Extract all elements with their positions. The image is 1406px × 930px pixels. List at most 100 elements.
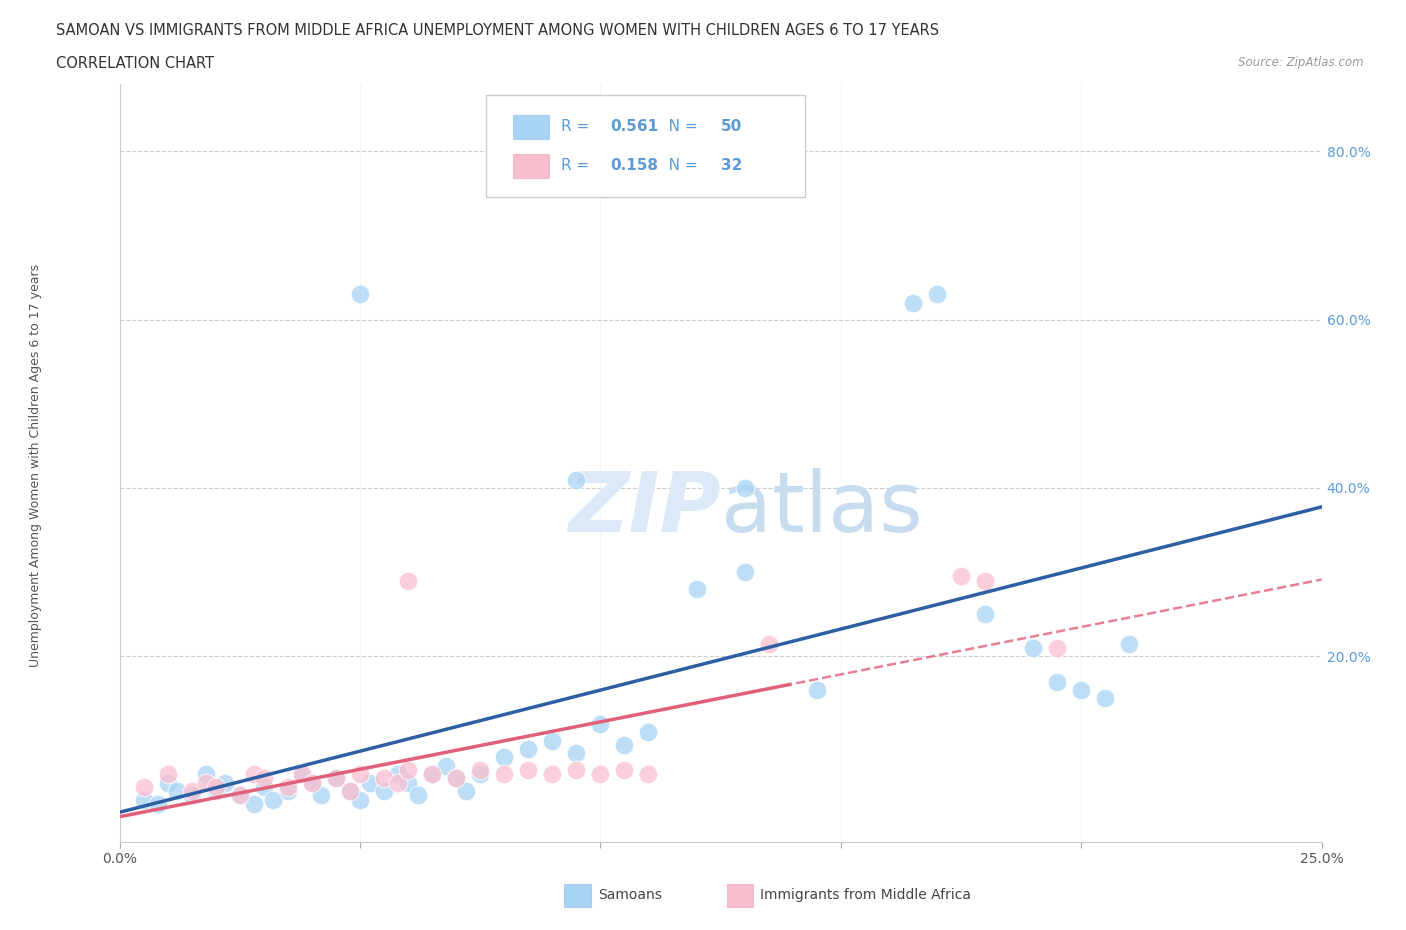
Point [565,746,588,761]
Point [243,796,266,811]
Point [454,784,477,799]
Point [517,763,540,777]
Point [180,784,202,799]
Point [637,724,659,739]
Point [1046,641,1069,656]
Point [359,776,381,790]
FancyBboxPatch shape [486,95,804,197]
Text: CORRELATION CHART: CORRELATION CHART [56,56,214,71]
Point [901,295,924,310]
Point [468,763,492,777]
Text: Unemployment Among Women with Children Ages 6 to 17 years: Unemployment Among Women with Children A… [28,263,42,667]
Point [685,581,707,596]
Point [1094,691,1116,706]
Point [1046,674,1069,689]
Point [444,771,467,786]
Point [387,767,409,782]
Point [253,779,276,794]
Point [325,771,347,786]
Point [253,771,276,786]
Point [132,779,155,794]
Text: 50: 50 [720,119,742,135]
Point [277,779,299,794]
Bar [513,114,548,139]
Point [325,771,347,786]
Point [494,750,516,764]
Point [541,767,564,782]
Bar [564,884,591,907]
Point [228,788,252,803]
Point [204,779,226,794]
Point [517,741,540,756]
Point [613,737,636,752]
Point [565,763,588,777]
Point [228,788,252,803]
Point [195,767,218,782]
Point [1070,683,1092,698]
Point [637,767,659,782]
Point [277,784,299,799]
Point [311,788,333,803]
Point [949,569,972,584]
Text: 0.561: 0.561 [610,119,658,135]
Text: Samoans: Samoans [598,888,662,902]
Bar [727,884,754,907]
Point [420,767,443,782]
Point [262,792,284,807]
Text: Immigrants from Middle Africa: Immigrants from Middle Africa [761,888,972,902]
Text: SAMOAN VS IMMIGRANTS FROM MIDDLE AFRICA UNEMPLOYMENT AMONG WOMEN WITH CHILDREN A: SAMOAN VS IMMIGRANTS FROM MIDDLE AFRICA … [56,23,939,38]
Bar [513,154,548,179]
Point [156,776,179,790]
Text: Source: ZipAtlas.com: Source: ZipAtlas.com [1239,56,1364,69]
Point [589,716,612,731]
Point [373,784,395,799]
Point [974,607,997,622]
Point [734,481,756,496]
Point [349,792,371,807]
Point [195,776,218,790]
Text: ZIP: ZIP [568,468,720,549]
Point [541,733,564,748]
Point [339,784,361,799]
Point [204,784,226,799]
Text: 32: 32 [720,158,742,173]
Point [734,565,756,579]
Text: 0.158: 0.158 [610,158,658,173]
Point [444,771,467,786]
Text: N =: N = [654,158,703,173]
Point [214,776,236,790]
Point [373,771,395,786]
Text: R =: R = [561,119,593,135]
Point [613,763,636,777]
Point [339,784,361,799]
Point [396,573,419,588]
Point [166,784,188,799]
Point [301,776,323,790]
Point [349,286,371,301]
Point [180,788,202,803]
Text: N =: N = [654,119,703,135]
Point [565,472,588,487]
Point [291,767,314,782]
Point [974,573,997,588]
Point [396,763,419,777]
Point [420,767,443,782]
Point [132,792,155,807]
Point [406,788,429,803]
Point [758,636,780,651]
Point [494,767,516,782]
Point [146,796,169,811]
Point [243,767,266,782]
Point [387,776,409,790]
Point [301,776,323,790]
Point [291,767,314,782]
Point [468,767,492,782]
Point [396,776,419,790]
Point [156,767,179,782]
Text: R =: R = [561,158,593,173]
Point [589,767,612,782]
Text: atlas: atlas [720,468,922,549]
Point [925,286,948,301]
Point [1022,641,1045,656]
Point [349,767,371,782]
